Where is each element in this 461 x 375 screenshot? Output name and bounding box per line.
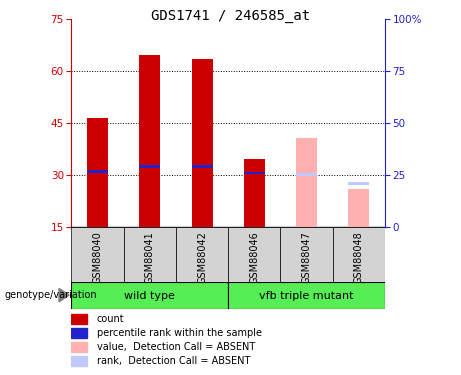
- Bar: [333, 227, 385, 283]
- Bar: [192, 165, 213, 168]
- Text: genotype/variation: genotype/variation: [5, 290, 97, 300]
- Text: GSM88041: GSM88041: [145, 231, 155, 284]
- Bar: [71, 328, 87, 338]
- Bar: [71, 227, 124, 283]
- Bar: [71, 356, 87, 366]
- Bar: [280, 227, 333, 283]
- Text: percentile rank within the sample: percentile rank within the sample: [97, 328, 262, 338]
- Bar: [87, 170, 108, 173]
- Bar: [296, 138, 317, 227]
- Bar: [87, 118, 108, 227]
- Bar: [228, 227, 280, 283]
- Bar: [228, 282, 385, 309]
- Bar: [71, 314, 87, 324]
- Text: wild type: wild type: [124, 291, 175, 301]
- Bar: [71, 342, 87, 352]
- Bar: [124, 227, 176, 283]
- Bar: [349, 189, 369, 227]
- Text: GSM88047: GSM88047: [301, 231, 312, 284]
- Text: GDS1741 / 246585_at: GDS1741 / 246585_at: [151, 9, 310, 23]
- Text: GSM88046: GSM88046: [249, 231, 260, 284]
- Bar: [192, 58, 213, 227]
- Text: value,  Detection Call = ABSENT: value, Detection Call = ABSENT: [97, 342, 255, 352]
- Bar: [71, 282, 228, 309]
- Bar: [296, 174, 317, 176]
- Text: count: count: [97, 314, 124, 324]
- Text: GSM88040: GSM88040: [93, 231, 103, 284]
- Text: GSM88048: GSM88048: [354, 231, 364, 284]
- Bar: [349, 182, 369, 185]
- Bar: [176, 227, 228, 283]
- Bar: [244, 172, 265, 174]
- Bar: [139, 165, 160, 168]
- Text: vfb triple mutant: vfb triple mutant: [260, 291, 354, 301]
- Text: rank,  Detection Call = ABSENT: rank, Detection Call = ABSENT: [97, 356, 250, 366]
- Bar: [139, 55, 160, 227]
- Polygon shape: [59, 288, 69, 302]
- Bar: [244, 159, 265, 227]
- Text: GSM88042: GSM88042: [197, 231, 207, 284]
